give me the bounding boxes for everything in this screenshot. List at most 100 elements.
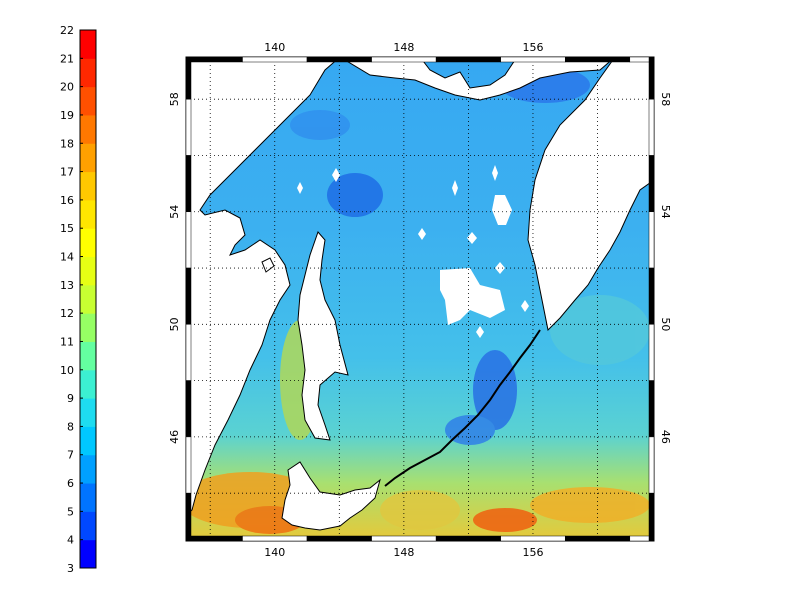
frame-check-bottom: [500, 535, 566, 542]
missing-data-patch: [492, 195, 512, 225]
frame-check-left: [185, 267, 192, 325]
lon-tick-label-bottom: 140: [264, 546, 285, 559]
northern-coast-ridge: [339, 57, 616, 101]
frame-check-left: [185, 380, 192, 438]
colorbar-swatch: [80, 114, 96, 144]
lon-tick-label-bottom: 156: [522, 546, 543, 559]
map-gridlines: [186, 57, 654, 541]
patch-dark-blue: [445, 415, 495, 445]
frame-check-left: [185, 436, 192, 494]
colorbar-swatch: [80, 426, 96, 456]
colorbar-swatch: [80, 30, 96, 59]
colorbar-tick-label: 4: [67, 534, 74, 547]
map-frame-checks: [185, 56, 655, 542]
colorbar-tick-label: 9: [67, 392, 74, 405]
colorbar-swatch: [80, 369, 96, 399]
frame-check-right: [648, 436, 655, 494]
colorbar-tick-label: 15: [60, 222, 74, 235]
lon-tick-label-top: 148: [393, 41, 414, 54]
lon-tick-label-bottom: 148: [393, 546, 414, 559]
lat-tick-label-right: 46: [659, 430, 672, 444]
colorbar-tick-label: 11: [60, 335, 74, 348]
frame-check-left: [185, 56, 192, 100]
colorbar-swatches: [80, 30, 96, 569]
frame-check-bottom: [185, 535, 243, 542]
frame-check-right: [648, 267, 655, 325]
colorbar-tick-label: 5: [67, 505, 74, 518]
frame-check-right: [648, 492, 655, 542]
colorbar-swatch: [80, 539, 96, 569]
missing-data: [297, 165, 529, 338]
frame-check-top: [371, 56, 437, 63]
colorbar-tick-label: 16: [60, 194, 74, 207]
missing-data-patch: [440, 268, 505, 325]
colorbar-labels: 22 21 20 19 18 17 16 15 14 13 12 11 10 9 8 7 6 5 4 3: [60, 24, 83, 575]
sakhalin-island: [297, 231, 349, 441]
shantar-islands: [261, 257, 275, 273]
colorbar-swatch: [80, 256, 96, 286]
patch-orange-deep: [473, 508, 537, 532]
colorbar-swatch: [80, 483, 96, 512]
missing-data-patch: [418, 228, 426, 240]
asian-mainland: [186, 57, 341, 516]
frame-check-left: [185, 492, 192, 542]
missing-data-patch: [297, 182, 303, 194]
colorbar: 22 21 20 19 18 17 16 15 14 13 12 11 10 9 8 7 6 5 4 3: [60, 24, 97, 575]
patch-blue: [290, 110, 350, 140]
missing-data-patch: [452, 180, 458, 196]
lat-tick-label-left: 54: [168, 205, 181, 219]
frame-check-top: [185, 56, 243, 63]
land: [186, 57, 654, 531]
colorbar-tick-label: 22: [60, 24, 74, 37]
colorbar-swatch: [80, 341, 96, 371]
patch-orange: [530, 487, 650, 523]
patch-dark-blue: [473, 350, 517, 430]
hokkaido-island: [281, 461, 381, 531]
missing-data-patch: [476, 326, 484, 338]
frame-check-bottom: [435, 535, 501, 542]
frame-check-right: [648, 211, 655, 269]
colorbar-tick-label: 7: [67, 449, 74, 462]
colorbar-swatch: [80, 228, 96, 258]
colorbar-tick-label: 12: [60, 307, 74, 320]
lat-tick-label-left: 50: [168, 317, 181, 331]
missing-data-patch: [332, 168, 340, 182]
patch-dark-blue: [327, 173, 383, 217]
frame-check-bottom: [242, 535, 308, 542]
lat-tick-label-left: 58: [168, 92, 181, 106]
colorbar-tick-label: 14: [60, 251, 74, 264]
colorbar-swatch: [80, 284, 96, 314]
patch-yellow: [380, 490, 460, 530]
lat-tick-label-left: 46: [168, 430, 181, 444]
map-tick-labels: 140 140 148 148 156 156 58 58 54 54 50 50 46 46: [168, 41, 672, 559]
frame-check-left: [185, 155, 192, 213]
map-panel: 140 140 148 148 156 156 58 58 54 54 50 50 46 46: [168, 41, 672, 559]
frame-check-right: [648, 380, 655, 438]
missing-data-patch: [467, 232, 477, 244]
colorbar-swatch: [80, 199, 96, 229]
lat-tick-label-right: 58: [659, 92, 672, 106]
frame-check-right: [648, 324, 655, 381]
colorbar-tick-label: 19: [60, 109, 74, 122]
colorbar-tick-label: 3: [67, 562, 74, 575]
missing-data-patch: [492, 165, 498, 181]
colorbar-tick-label: 20: [60, 81, 74, 94]
colorbar-swatch: [80, 143, 96, 173]
colorbar-swatch: [80, 313, 96, 342]
colorbar-swatch: [80, 58, 96, 88]
lon-tick-label-top: 156: [522, 41, 543, 54]
frame-check-bottom: [306, 535, 372, 542]
missing-data-patch: [495, 262, 505, 274]
frame-check-left: [185, 98, 192, 156]
colorbar-swatch: [80, 454, 96, 484]
frame-check-left: [185, 211, 192, 269]
lat-tick-label-right: 50: [659, 317, 672, 331]
colorbar-swatch: [80, 511, 96, 541]
lat-tick-label-right: 54: [659, 205, 672, 219]
patch-cyan: [550, 295, 650, 365]
missing-data-patch: [521, 300, 529, 312]
frame-check-top: [564, 56, 631, 63]
frame-check-right: [648, 155, 655, 213]
colorbar-tick-label: 18: [60, 137, 74, 150]
